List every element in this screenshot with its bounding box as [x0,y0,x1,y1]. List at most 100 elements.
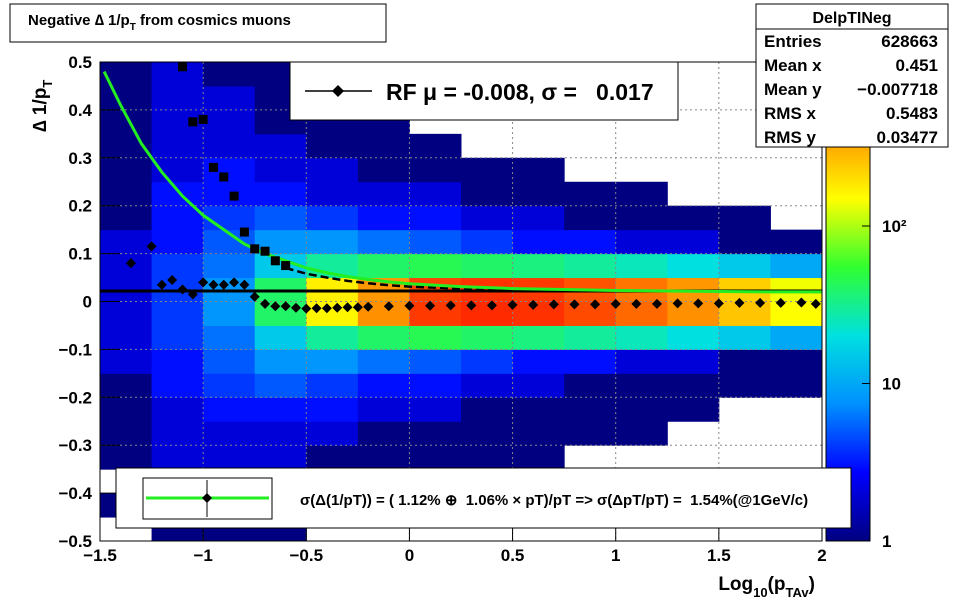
cell [151,85,204,111]
square-marker [250,244,260,254]
diamond-marker [569,299,580,310]
diamond-marker [548,299,559,310]
diamond-marker [590,299,601,310]
diamond-marker [404,300,415,311]
label-part: (p [768,574,786,595]
diamond-marker [610,298,621,309]
cell [409,373,462,398]
y-axis-label: ∆ 1/pT [30,80,55,132]
cell [203,397,256,422]
cell [100,373,153,398]
cell [564,181,617,207]
square-marker [229,191,239,201]
cell [254,133,307,159]
y-tick-label: 0.1 [68,245,92,264]
diamond-marker [208,279,219,290]
cell [151,229,204,255]
cell [306,301,359,326]
cell [564,229,617,255]
diamond-marker [218,279,229,290]
x-tick-label: 1.5 [707,546,731,565]
diamond-marker [352,302,363,313]
cell [151,445,204,470]
diamond-marker [425,300,436,311]
square-marker [270,256,280,266]
cell [100,445,153,470]
cell [254,205,307,231]
cell [151,205,204,231]
square-marker [239,227,249,237]
cell [203,445,256,470]
diamond-marker [167,274,178,285]
square-marker [219,172,229,182]
cell [718,205,771,231]
cell [615,373,668,398]
cell [667,253,720,279]
cell [100,325,153,350]
title-sub: T [130,22,136,33]
cell [357,373,410,398]
cell [461,397,514,422]
y-tick-label: −0.4 [58,484,92,503]
cell [100,421,153,446]
cell [770,373,823,398]
cell [151,62,204,87]
overlay [100,62,823,314]
cell [151,421,204,446]
diamond-marker [755,297,766,308]
diamond-marker [342,302,353,313]
cell [100,229,153,255]
cell [718,373,771,398]
cell [512,445,565,470]
cell [615,325,668,350]
diamond-marker [321,303,332,314]
cell [254,157,307,183]
cell [306,205,359,231]
cell [151,253,204,279]
diamond-marker [528,299,539,310]
stats-label: Mean x [764,56,822,75]
cell [306,373,359,398]
diamond-marker [249,291,260,302]
diamond-marker [187,289,198,300]
stats-label: Entries [764,32,822,51]
cell [306,229,359,255]
cell [718,325,771,350]
diamond-marker [301,303,312,314]
diamond-marker [332,302,343,313]
square-marker [260,246,270,256]
cell [203,181,256,207]
x-tick-label: 0.5 [501,546,525,565]
cell [770,253,823,279]
y-tick-label: −0.1 [58,340,92,359]
cell [357,325,410,350]
diamond-marker [146,241,157,252]
cell [254,445,307,470]
diamond-marker [507,299,518,310]
cell [409,397,462,422]
cell [461,181,514,207]
cell [100,205,153,231]
cell [151,397,204,422]
cell [512,421,565,446]
cell [615,349,668,374]
cell [512,229,565,255]
cell [203,325,256,350]
curve [102,70,822,294]
diamond-marker [290,302,301,313]
cell [203,205,256,231]
y-tick-label: 0.3 [68,149,92,168]
x-tick-label: 0 [405,546,414,565]
cell [306,421,359,446]
cell [151,133,204,159]
diamond-marker [466,300,477,311]
stats-value: 0.5483 [886,104,938,123]
diamond-marker [672,298,683,309]
stats-title: DelpTINeg [812,10,891,27]
diamond-marker [229,277,240,288]
cell [151,181,204,207]
cell [667,373,720,398]
x-tick-label: 2 [817,546,826,565]
diamond-marker [383,301,394,312]
cell [461,205,514,231]
